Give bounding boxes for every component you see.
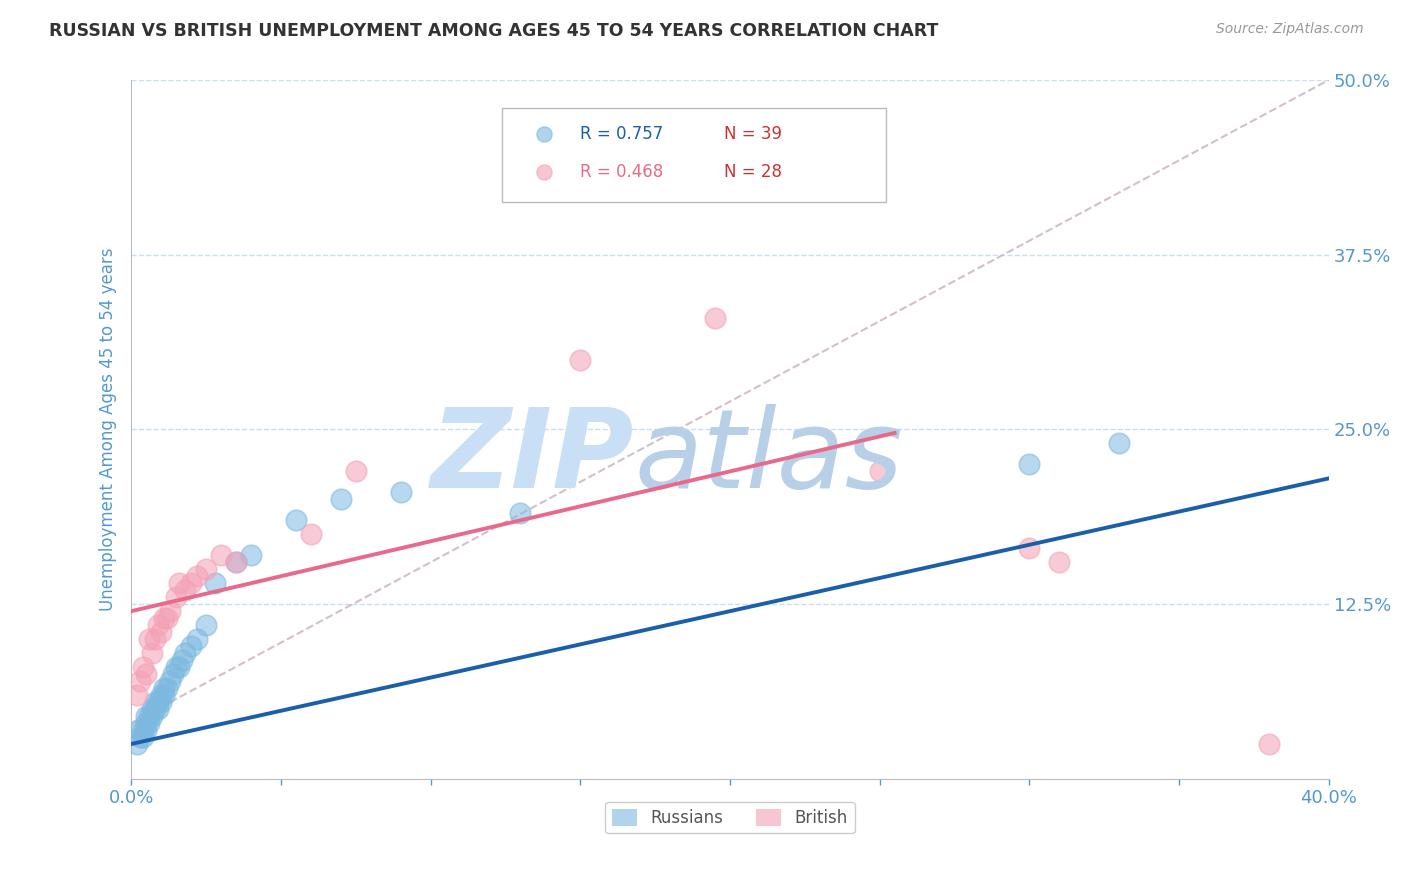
Point	[143, 695, 166, 709]
Text: R = 0.468: R = 0.468	[581, 163, 664, 181]
Point	[148, 695, 170, 709]
Point	[1018, 541, 1040, 556]
Point	[141, 709, 163, 723]
Point	[509, 506, 531, 520]
Point	[135, 667, 157, 681]
Point	[165, 660, 187, 674]
Point	[204, 576, 226, 591]
Point	[389, 485, 412, 500]
Point	[127, 688, 149, 702]
Point	[159, 674, 181, 689]
Point	[132, 730, 155, 744]
Point	[150, 688, 173, 702]
Point	[1257, 737, 1279, 751]
Point	[127, 737, 149, 751]
Point	[138, 632, 160, 647]
Point	[186, 569, 208, 583]
Point	[159, 604, 181, 618]
Point	[153, 688, 176, 702]
Point	[165, 590, 187, 604]
Point	[132, 660, 155, 674]
Point	[156, 611, 179, 625]
Point	[135, 716, 157, 731]
Point	[225, 555, 247, 569]
Text: R = 0.757: R = 0.757	[581, 126, 664, 144]
Point	[138, 716, 160, 731]
Point	[162, 667, 184, 681]
Point	[180, 639, 202, 653]
Point	[240, 548, 263, 562]
Point	[284, 513, 307, 527]
Point	[153, 611, 176, 625]
Point	[141, 702, 163, 716]
Point	[132, 723, 155, 737]
Legend: Russians, British: Russians, British	[605, 802, 855, 833]
Y-axis label: Unemployment Among Ages 45 to 54 years: Unemployment Among Ages 45 to 54 years	[100, 248, 117, 611]
Text: ZIP: ZIP	[430, 404, 634, 511]
Point	[704, 310, 727, 325]
Text: N = 28: N = 28	[724, 163, 782, 181]
Text: atlas: atlas	[634, 404, 903, 511]
Point	[143, 632, 166, 647]
Point	[1047, 555, 1070, 569]
Point	[225, 555, 247, 569]
Point	[150, 625, 173, 640]
Text: N = 39: N = 39	[724, 126, 782, 144]
Point	[209, 548, 232, 562]
Point	[129, 723, 152, 737]
Point	[141, 646, 163, 660]
Point	[329, 492, 352, 507]
Point	[569, 352, 592, 367]
Point	[344, 464, 367, 478]
Point	[135, 709, 157, 723]
Point	[135, 723, 157, 737]
Point	[195, 562, 218, 576]
Point	[167, 660, 190, 674]
Point	[148, 618, 170, 632]
Point	[174, 646, 197, 660]
FancyBboxPatch shape	[502, 108, 886, 202]
Point	[153, 681, 176, 695]
Point	[167, 576, 190, 591]
Point	[174, 583, 197, 598]
Point	[129, 674, 152, 689]
Point	[180, 576, 202, 591]
Point	[186, 632, 208, 647]
Point	[150, 695, 173, 709]
Point	[129, 730, 152, 744]
Point	[143, 702, 166, 716]
Point	[195, 618, 218, 632]
Text: Source: ZipAtlas.com: Source: ZipAtlas.com	[1216, 22, 1364, 37]
Point	[148, 702, 170, 716]
Point	[172, 653, 194, 667]
Point	[138, 709, 160, 723]
Point	[299, 527, 322, 541]
Point	[1108, 436, 1130, 450]
Text: RUSSIAN VS BRITISH UNEMPLOYMENT AMONG AGES 45 TO 54 YEARS CORRELATION CHART: RUSSIAN VS BRITISH UNEMPLOYMENT AMONG AG…	[49, 22, 939, 40]
Point	[869, 464, 891, 478]
Point	[1018, 458, 1040, 472]
Point	[156, 681, 179, 695]
